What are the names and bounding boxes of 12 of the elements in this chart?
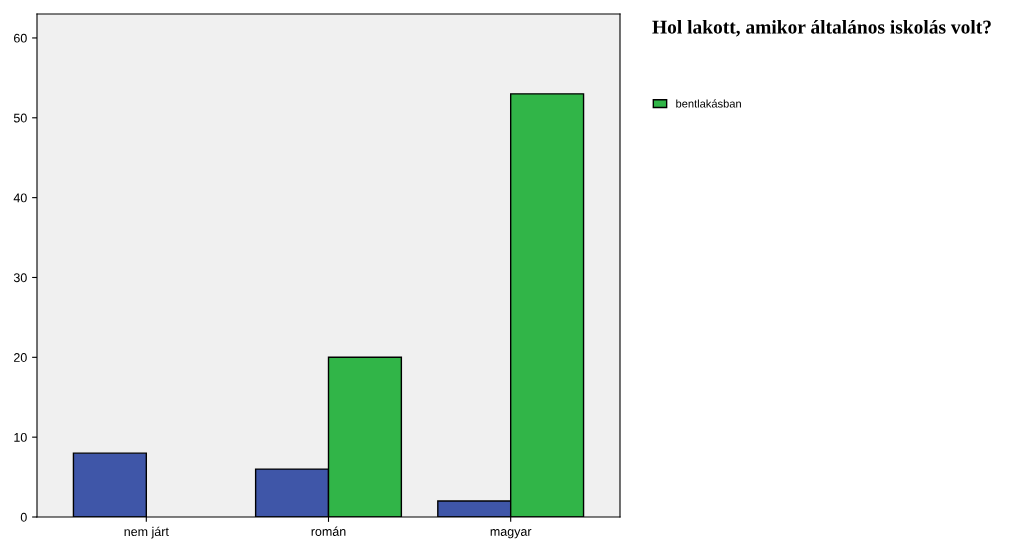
y-tick-label: 0 (20, 512, 27, 522)
y-tick-label: 60 (14, 33, 27, 43)
y-tick-label: 30 (13, 273, 27, 283)
y-tick-label: 10 (14, 432, 27, 442)
legend-label: bentlakásban (676, 99, 741, 108)
x-tick-label: nem járt (124, 526, 169, 539)
y-tick-label: 20 (14, 353, 27, 362)
y-tick-label: 40 (13, 193, 27, 203)
x-tick-label: magyar (490, 529, 532, 539)
y-tick-label: 50 (13, 113, 27, 123)
x-tick-label: román (311, 526, 346, 536)
text: Hol lakott, amikor általános iskolás volt? (652, 19, 991, 37)
